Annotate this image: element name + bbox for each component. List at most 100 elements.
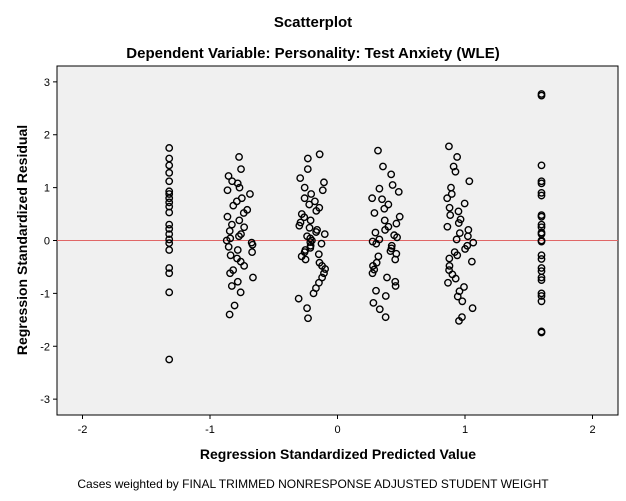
scatter-point [537, 91, 546, 100]
scatter-point [165, 198, 174, 207]
scatter-point [444, 278, 452, 287]
scatter-point [379, 162, 387, 171]
scatter-point [300, 183, 309, 192]
scatter-point [454, 207, 463, 216]
chart-title: Scatterplot [274, 14, 352, 31]
x-axis-ticks: -2 -1 0 1 2 [78, 415, 596, 436]
scatter-point [443, 194, 452, 203]
scatter-point [455, 229, 464, 237]
scatter-point [537, 161, 546, 170]
scatter-point [370, 209, 379, 217]
scatter-point [383, 273, 391, 282]
scatter-point [165, 264, 174, 272]
scatter-point [454, 219, 463, 227]
scatter-point [315, 150, 324, 159]
scatter-point [229, 201, 238, 210]
scatter-point [455, 316, 463, 325]
scatter-point [460, 199, 469, 208]
scatter-point [467, 257, 476, 266]
scatter-point [165, 190, 174, 198]
scatter-point [226, 251, 235, 260]
scatter-point [381, 313, 390, 322]
scatter-point [537, 297, 546, 306]
scatter-point [537, 328, 546, 337]
scatter-point [303, 165, 312, 174]
scatter-point [318, 186, 327, 195]
scatter-point [230, 301, 239, 310]
scatter-point [392, 219, 401, 228]
scatter-point [321, 265, 330, 273]
x-tick-label: -2 [78, 424, 88, 436]
chart-subtitle: Dependent Variable: Personality: Test An… [126, 45, 499, 62]
scatter-point [452, 235, 461, 244]
scatter-point [391, 255, 400, 264]
scatter-point [443, 222, 452, 231]
y-axis-ticks: -3 -2 -1 0 1 2 3 [40, 77, 57, 406]
scatter-point [381, 292, 390, 300]
scatter-point [368, 269, 377, 278]
scatter-point [463, 232, 472, 241]
scatter-point [458, 297, 467, 306]
scatter-point [300, 213, 309, 222]
scatter-point [320, 269, 328, 278]
x-tick-label: 2 [589, 424, 595, 436]
y-tick-label: 2 [44, 130, 50, 142]
scatter-point [295, 221, 304, 230]
scatter-point [304, 314, 312, 323]
scatter-point [305, 223, 314, 232]
scatter-point [453, 292, 462, 301]
scatter-point [165, 194, 174, 203]
scatter-point [165, 144, 174, 152]
scatter-point [165, 288, 174, 297]
scatter-point [240, 223, 249, 232]
scatter-point [374, 146, 382, 155]
scatter-point [225, 310, 234, 319]
scatter-point [371, 228, 380, 237]
scatter-point [445, 203, 454, 212]
scatter-point [301, 255, 310, 264]
scatter-point [309, 289, 318, 298]
scatter-point [239, 209, 248, 217]
scatter-point [310, 197, 319, 206]
scatter-point [240, 261, 249, 270]
scatter-point [446, 211, 455, 220]
scatter-point [237, 230, 245, 239]
scatter-point [165, 355, 174, 364]
scatter-point [369, 298, 378, 307]
scatter-point [320, 178, 328, 187]
scatter-point [537, 276, 546, 285]
scatter-point [537, 255, 546, 263]
scatter-point [372, 286, 380, 295]
scatter-point [307, 190, 316, 198]
chart-footnote: Cases weighted by FINAL TRIMMED NONRESPO… [77, 477, 549, 491]
scatter-point [445, 254, 454, 263]
scatter-point [312, 228, 321, 236]
scatter-point [537, 292, 546, 300]
scatter-point [395, 212, 404, 221]
scatter-point [468, 304, 477, 313]
scatter-point [537, 289, 546, 298]
scatter-point [223, 212, 232, 221]
scatter-point [233, 246, 242, 254]
y-tick-label: -3 [40, 394, 50, 406]
y-tick-label: -1 [40, 288, 50, 300]
x-axis-label: Regression Standardized Predicted Value [200, 446, 476, 462]
scatter-point [249, 273, 257, 282]
scatter-point [233, 277, 242, 286]
scatter-point [226, 269, 234, 278]
scatter-point [378, 195, 386, 204]
scatter-point [380, 204, 389, 213]
scatter-point [537, 212, 546, 221]
y-axis-label: Regression Standardized Residual [14, 125, 30, 355]
x-tick-label: 0 [334, 424, 340, 436]
scatter-point [372, 239, 381, 248]
scatter-point [460, 283, 468, 291]
scatter-point [223, 186, 232, 195]
scatter-point [317, 239, 326, 248]
scatter-point [224, 242, 233, 251]
scatter-point [370, 265, 379, 274]
scatter-point [391, 282, 400, 290]
scatter-point [165, 230, 174, 239]
scatter-point [303, 304, 311, 313]
scatter-point [225, 227, 234, 235]
